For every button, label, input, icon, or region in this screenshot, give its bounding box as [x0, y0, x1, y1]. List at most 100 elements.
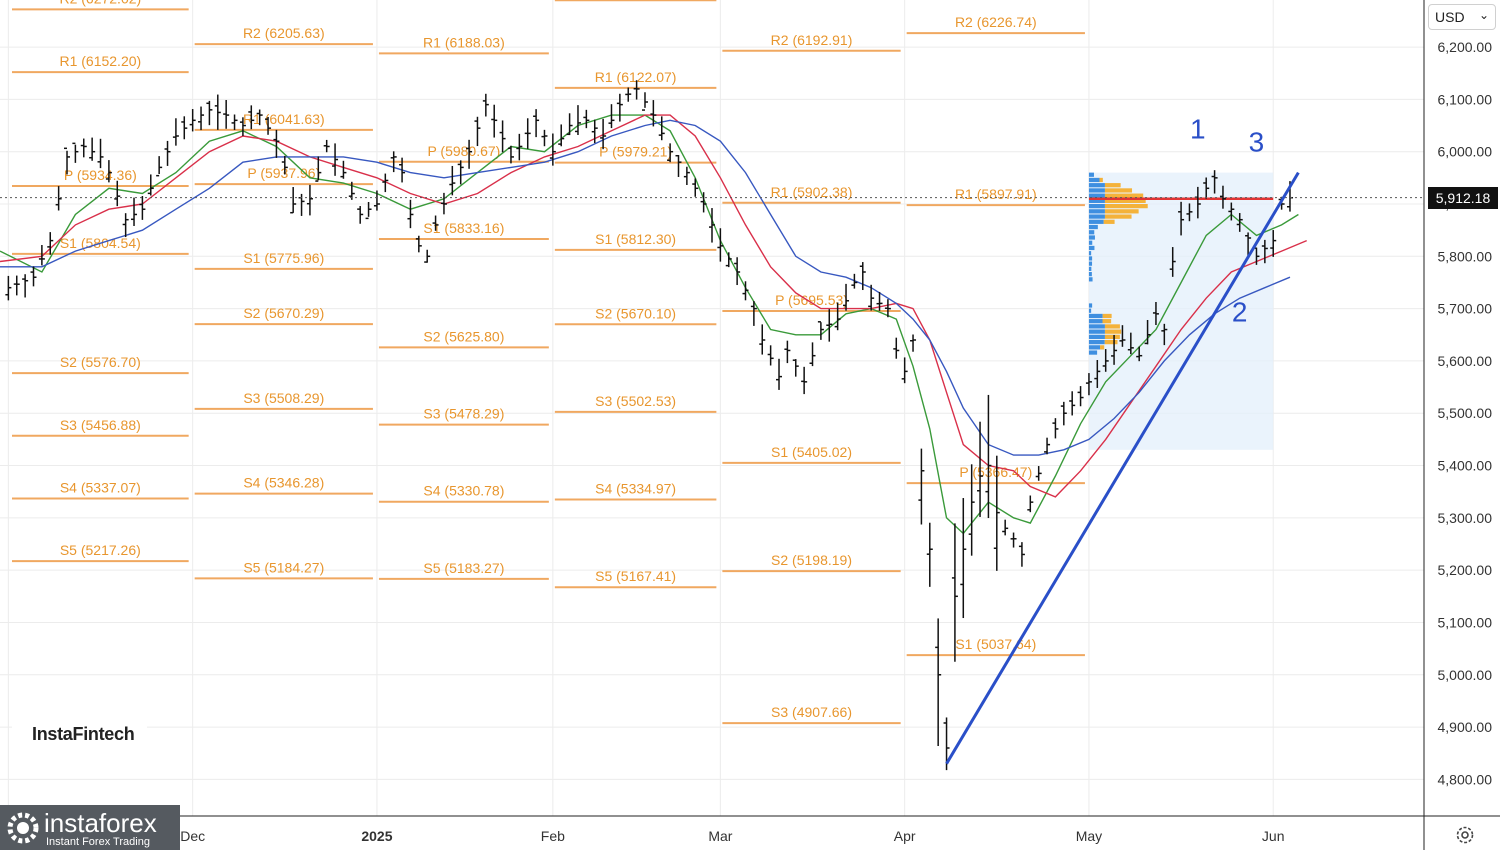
price-bar — [927, 523, 933, 587]
volume-bar — [1105, 340, 1118, 344]
pivot-levels: R2 (6272.02)R1 (6152.20)P (5934.36)S1 (5… — [12, 0, 1085, 723]
price-tick-label: 5,300.00 — [1438, 510, 1493, 526]
price-tick-label: 5,100.00 — [1438, 614, 1493, 630]
price-bar — [273, 130, 279, 158]
price-bar — [910, 335, 916, 352]
volume-bar — [1089, 345, 1100, 349]
pivot-label: S3 (4907.66) — [771, 704, 852, 720]
volume-bar — [1105, 330, 1121, 334]
price-bar — [1069, 391, 1075, 415]
price-bar — [290, 187, 296, 213]
price-bar — [139, 196, 145, 220]
price-bar — [56, 186, 62, 210]
wave-label-2: 2 — [1232, 297, 1248, 328]
pivot-label: S3 (5478.29) — [423, 406, 504, 422]
price-bar — [659, 116, 665, 140]
price-bar — [918, 449, 924, 525]
instaforex-tagline: Instant Forex Trading — [46, 836, 150, 848]
price-tick-label: 6,000.00 — [1438, 144, 1493, 160]
volume-bar — [1089, 225, 1098, 229]
pivot-label: P (5979.21) — [599, 144, 672, 160]
pivot-label: S5 (5184.27) — [243, 559, 324, 575]
price-bar — [525, 118, 531, 149]
volume-bar — [1089, 188, 1105, 192]
volume-bar — [1089, 220, 1104, 224]
price-bar — [14, 276, 20, 296]
pivot-label: R2 (6192.91) — [771, 32, 853, 48]
price-bar — [567, 113, 573, 135]
volume-bar — [1089, 204, 1105, 208]
pivot-label: S4 (5346.28) — [243, 475, 324, 491]
price-bar — [357, 206, 363, 224]
price-bar — [474, 117, 480, 146]
price-bar — [810, 342, 816, 366]
volume-bar — [1089, 214, 1105, 218]
price-bar — [123, 213, 129, 237]
volume-bar — [1089, 173, 1094, 177]
price-bar — [198, 107, 204, 131]
price-tick-label: 5,800.00 — [1438, 248, 1493, 264]
volume-bar — [1089, 314, 1103, 318]
volume-bar — [1089, 241, 1092, 245]
price-bar — [5, 276, 11, 300]
volume-bar — [1105, 209, 1139, 213]
volume-bar — [1089, 251, 1091, 255]
volume-bar — [1100, 178, 1103, 182]
pivot-label: P (5934.36) — [64, 167, 137, 183]
pivot-label: R1 (6122.07) — [595, 69, 677, 85]
pivot-label: R1 (6152.20) — [59, 53, 141, 69]
price-bar — [491, 105, 497, 138]
price-bar — [692, 178, 698, 196]
volume-bar — [1089, 209, 1105, 213]
current-price-badge: 5,912.18 — [1428, 187, 1498, 209]
price-bar — [768, 345, 774, 365]
price-bar — [734, 257, 740, 285]
volume-bar — [1105, 324, 1120, 328]
pivot-label: S2 (5576.70) — [60, 354, 141, 370]
volume-bar — [1089, 277, 1093, 281]
price-bar — [1011, 533, 1017, 548]
date-label: Apr — [894, 828, 916, 844]
price-tick-label: 6,100.00 — [1438, 91, 1493, 107]
price-bar — [583, 110, 589, 128]
pivot-label: S4 (5337.07) — [60, 479, 141, 495]
volume-bar — [1089, 262, 1092, 266]
volume-bar — [1089, 267, 1091, 271]
volume-bar — [1089, 230, 1094, 234]
price-bar — [960, 498, 966, 618]
price-bar — [340, 161, 346, 179]
volume-bar — [1105, 204, 1148, 208]
instafintech-text: InstaFintech — [32, 724, 134, 745]
date-axis: Dec 2025 Feb Mar Apr May Jun — [180, 828, 1284, 844]
price-bar — [232, 115, 238, 130]
volume-bar — [1089, 246, 1095, 250]
price-bar — [89, 138, 95, 161]
date-label: Dec — [180, 828, 205, 844]
price-bar — [1044, 438, 1050, 455]
price-tick-label: 5,500.00 — [1438, 405, 1493, 421]
price-bar — [1019, 542, 1025, 567]
volume-bar — [1089, 335, 1105, 339]
price-bar — [165, 141, 171, 166]
volume-bar — [1089, 178, 1100, 182]
price-bar — [1052, 418, 1058, 438]
currency-select[interactable]: USD ⌄ — [1428, 4, 1496, 30]
instafintech-watermark: InstaFintech — [12, 697, 147, 757]
price-bar — [148, 174, 154, 195]
wave-label-3: 3 — [1249, 127, 1265, 158]
pivot-label: S4 (5330.78) — [423, 483, 504, 499]
pivot-label: S2 (5670.29) — [243, 305, 324, 321]
volume-bar — [1089, 235, 1095, 239]
volume-bar — [1103, 314, 1112, 318]
pivot-label: S5 (5217.26) — [60, 542, 141, 558]
price-bar — [558, 124, 564, 146]
price-bar — [642, 92, 648, 110]
price-bar — [776, 359, 782, 390]
price-tick-label: 5,200.00 — [1438, 562, 1493, 578]
volume-bar — [1105, 183, 1121, 187]
gear-icon[interactable] — [1454, 824, 1476, 846]
price-bar — [793, 359, 799, 377]
price-tick-label: 5,400.00 — [1438, 458, 1493, 474]
pivot-label: P (5980.67) — [427, 143, 500, 159]
